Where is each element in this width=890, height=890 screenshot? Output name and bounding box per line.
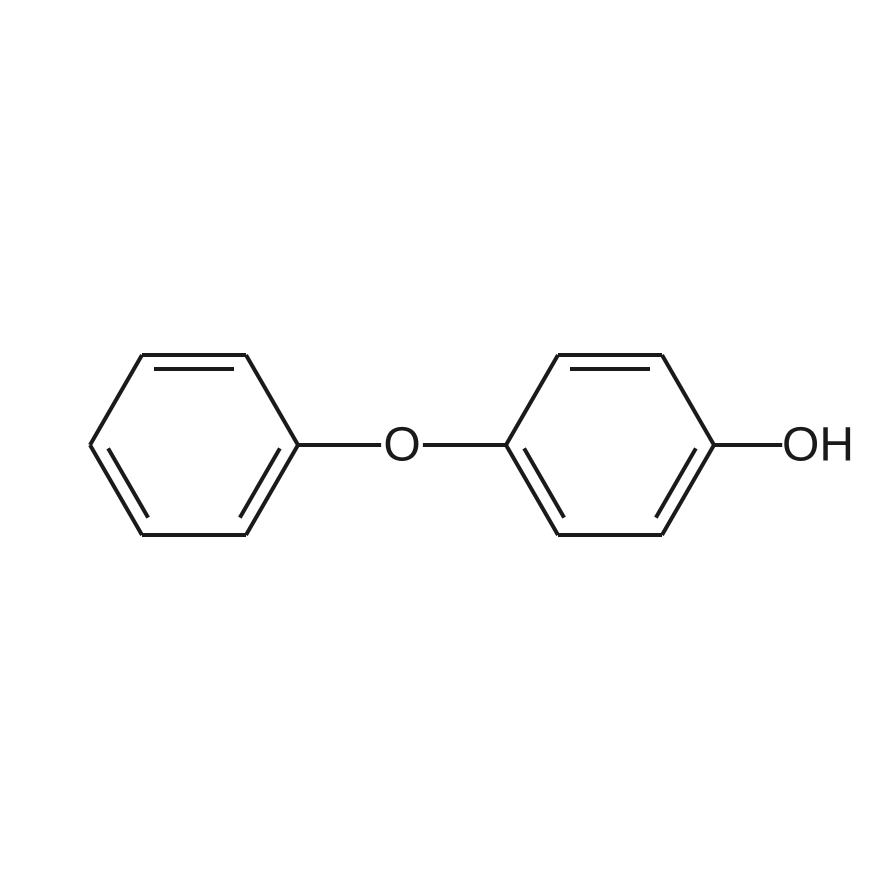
bond-line: [246, 355, 298, 445]
atom-label-oh: OH: [782, 419, 854, 472]
bond-line: [90, 355, 142, 445]
molecule-diagram: O OH: [0, 0, 890, 890]
bond-line: [506, 355, 558, 445]
bond-line: [662, 355, 714, 445]
atom-label-o: O: [383, 419, 420, 472]
